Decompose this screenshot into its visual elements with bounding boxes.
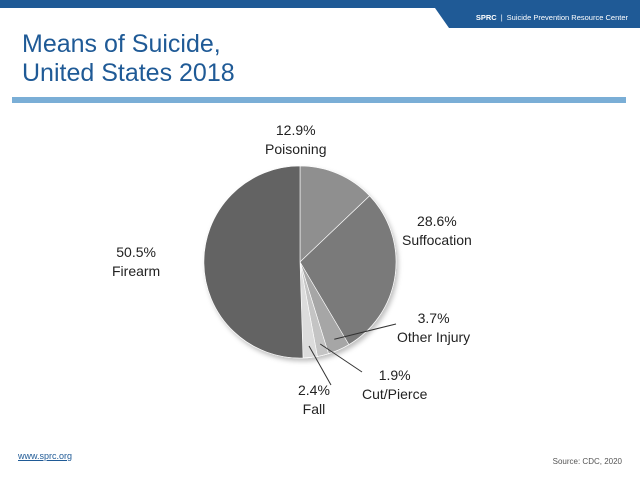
page-title: Means of Suicide, United States 2018 xyxy=(22,30,235,88)
brand-name: SPRC xyxy=(475,13,497,22)
leader-lines xyxy=(308,323,397,386)
title-divider xyxy=(12,97,626,103)
label-cut-pierce-value: 1.9% xyxy=(378,367,411,383)
label-fall: 2.4% Fall xyxy=(298,381,330,419)
leader-line-other-injury xyxy=(334,323,397,340)
title-line-1: Means of Suicide, xyxy=(22,30,221,58)
label-suffocation-value: 28.6% xyxy=(417,213,457,229)
label-poisoning-value: 12.9% xyxy=(275,122,316,138)
label-suffocation-name: Suffocation xyxy=(402,232,472,248)
label-firearm-name: Firearm xyxy=(112,263,161,279)
label-fall-name: Fall xyxy=(302,401,326,417)
label-other-injury-name: Other Injury xyxy=(397,329,471,345)
brand-separator: | xyxy=(500,13,503,22)
label-other-injury-value: 3.7% xyxy=(417,310,450,326)
title-line-2: United States 2018 xyxy=(22,59,235,87)
brand-tab: SPRC | Suicide Prevention Resource Center xyxy=(435,8,640,28)
label-firearm-value: 50.5% xyxy=(116,244,156,260)
label-other-injury: 3.7% Other Injury xyxy=(397,309,470,347)
label-cut-pierce: 1.9% Cut/Pierce xyxy=(362,366,427,404)
leader-line-cut-pierce xyxy=(319,343,363,373)
source-note: Source: CDC, 2020 xyxy=(552,457,622,466)
pie-slices xyxy=(203,165,397,359)
website-link[interactable]: www.sprc.org xyxy=(18,451,73,461)
pie-slice-poisoning xyxy=(299,165,370,263)
label-firearm: 50.5% Firearm xyxy=(112,243,160,281)
top-accent-bar xyxy=(0,0,640,8)
label-poisoning-name: Poisoning xyxy=(265,141,327,157)
label-poisoning: 12.9% Poisoning xyxy=(265,121,327,159)
pie-slice-firearm xyxy=(203,165,304,359)
label-suffocation: 28.6% Suffocation xyxy=(402,212,472,250)
leader-line-fall xyxy=(308,345,332,386)
label-cut-pierce-name: Cut/Pierce xyxy=(362,386,428,402)
label-fall-value: 2.4% xyxy=(298,382,330,398)
brand-org-name: Suicide Prevention Resource Center xyxy=(506,13,628,22)
pie-slice-suffocation xyxy=(299,195,397,346)
